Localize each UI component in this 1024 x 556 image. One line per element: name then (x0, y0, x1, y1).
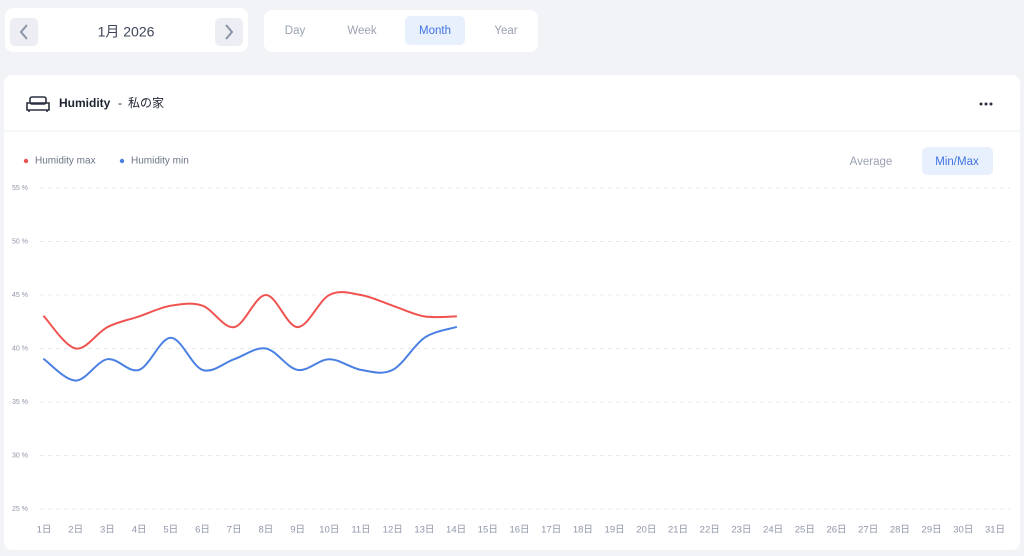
prev-button[interactable] (10, 18, 38, 46)
x-tick-label: 31日 (985, 525, 1005, 536)
y-tick-label: 45 % (12, 292, 28, 299)
x-tick-label: 11日 (351, 525, 370, 536)
y-tick-label: 35 % (12, 399, 28, 406)
card-title: Humidity (59, 96, 111, 110)
tabs-card (264, 10, 538, 52)
y-tick-label: 25 % (12, 506, 28, 513)
series-line (43, 326, 458, 382)
x-tick-label: 18日 (573, 525, 593, 536)
tab-active-bg[interactable] (405, 16, 465, 45)
sofa-icon (26, 96, 50, 112)
x-tick-label: 4日 (132, 525, 147, 536)
tab[interactable]: Day (285, 25, 306, 37)
x-tick-label: 14日 (446, 525, 466, 536)
x-tick-label: 9日 (290, 525, 305, 536)
x-tick-label: 1日 (37, 525, 52, 536)
legend-label: Humidity min (131, 156, 189, 167)
card-location: 私の家 (128, 95, 164, 110)
legend-dot (119, 158, 125, 164)
x-tick-label: 2日 (68, 525, 83, 536)
x-tick-label: 5日 (163, 525, 178, 536)
next-button[interactable] (215, 18, 243, 46)
x-tick-label: 6日 (195, 525, 210, 536)
card-separator: - (118, 96, 122, 110)
x-tick-label: 8日 (259, 525, 274, 536)
x-tick-label: 24日 (763, 525, 783, 536)
x-tick-label: 23日 (731, 525, 751, 536)
x-tick-label: 17日 (541, 525, 561, 536)
x-tick-label: 21日 (668, 525, 688, 536)
series-line (43, 291, 458, 350)
tab[interactable]: Month (419, 25, 451, 37)
more-button[interactable] (979, 102, 993, 106)
y-tick-label: 50 % (12, 238, 28, 245)
legend-dot (23, 158, 29, 164)
x-tick-label: 16日 (509, 525, 529, 536)
tab[interactable]: Week (347, 25, 376, 37)
x-tick-label: 13日 (414, 525, 434, 536)
x-tick-label: 15日 (478, 525, 498, 536)
x-tick-label: 20日 (636, 525, 656, 536)
x-tick-label: 27日 (858, 525, 878, 536)
mode-button[interactable]: Average (850, 156, 893, 168)
x-tick-label: 19日 (605, 525, 625, 536)
date-label: 1月 2026 (98, 24, 155, 40)
mode-button[interactable]: Min/Max (935, 156, 979, 168)
legend-label: Humidity max (35, 156, 96, 167)
x-tick-label: 12日 (383, 525, 403, 536)
tab[interactable]: Year (494, 25, 517, 37)
y-tick-label: 55 % (12, 185, 28, 192)
x-tick-label: 3日 (100, 525, 115, 536)
x-tick-label: 26日 (826, 525, 846, 536)
x-tick-label: 10日 (319, 525, 339, 536)
next-icon (225, 24, 234, 40)
mode-active-bg[interactable] (922, 147, 993, 175)
y-tick-label: 40 % (12, 345, 28, 352)
x-tick-label: 28日 (890, 525, 910, 536)
y-tick-label: 30 % (12, 452, 28, 459)
x-tick-label: 30日 (953, 525, 973, 536)
x-tick-label: 25日 (795, 525, 815, 536)
x-tick-label: 29日 (922, 525, 942, 536)
x-tick-label: 22日 (700, 525, 720, 536)
date-nav-card (5, 8, 248, 52)
chart-card (4, 75, 1020, 550)
x-tick-label: 7日 (227, 525, 242, 536)
prev-icon (19, 24, 28, 40)
